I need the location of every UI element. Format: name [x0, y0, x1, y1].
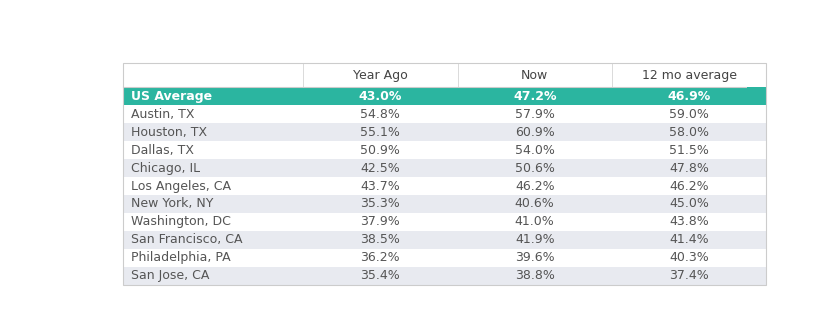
Text: Houston, TX: Houston, TX: [131, 126, 207, 139]
Text: 37.9%: 37.9%: [360, 215, 400, 228]
Bar: [123, 105, 766, 123]
Text: San Francisco, CA: San Francisco, CA: [131, 233, 242, 246]
Text: 35.4%: 35.4%: [360, 269, 400, 282]
Text: 46.9%: 46.9%: [667, 90, 710, 103]
Bar: [123, 213, 766, 231]
Text: 35.3%: 35.3%: [360, 197, 400, 211]
Text: Now: Now: [521, 69, 549, 82]
Text: Los Angeles, CA: Los Angeles, CA: [131, 180, 231, 193]
Text: Austin, TX: Austin, TX: [131, 108, 194, 121]
Text: Washington, DC: Washington, DC: [131, 215, 231, 228]
Text: New York, NY: New York, NY: [131, 197, 213, 211]
Text: Year Ago: Year Ago: [353, 69, 408, 82]
Text: 40.6%: 40.6%: [515, 197, 554, 211]
Text: 42.5%: 42.5%: [360, 162, 400, 174]
Text: 39.6%: 39.6%: [515, 251, 554, 264]
Text: 46.2%: 46.2%: [669, 180, 709, 193]
Text: 59.0%: 59.0%: [669, 108, 709, 121]
Bar: [123, 159, 766, 177]
Bar: [123, 249, 766, 267]
Text: 50.9%: 50.9%: [360, 144, 400, 157]
Text: 54.0%: 54.0%: [515, 144, 554, 157]
Bar: [123, 177, 766, 195]
Text: 40.3%: 40.3%: [669, 251, 709, 264]
Text: US Average: US Average: [131, 90, 212, 103]
Text: 47.2%: 47.2%: [513, 90, 556, 103]
Text: 50.6%: 50.6%: [515, 162, 554, 174]
Bar: [123, 231, 766, 249]
Text: 41.4%: 41.4%: [669, 233, 709, 246]
Text: 38.8%: 38.8%: [515, 269, 554, 282]
Text: San Jose, CA: San Jose, CA: [131, 269, 209, 282]
Text: 41.9%: 41.9%: [515, 233, 554, 246]
Text: 45.0%: 45.0%: [669, 197, 709, 211]
Text: 54.8%: 54.8%: [360, 108, 400, 121]
Text: 43.8%: 43.8%: [669, 215, 709, 228]
Text: 12 mo average: 12 mo average: [642, 69, 736, 82]
Text: Chicago, IL: Chicago, IL: [131, 162, 200, 174]
Text: 46.2%: 46.2%: [515, 180, 554, 193]
Text: 36.2%: 36.2%: [360, 251, 400, 264]
Text: 41.0%: 41.0%: [515, 215, 554, 228]
Text: 57.9%: 57.9%: [515, 108, 554, 121]
Bar: [123, 87, 766, 105]
Text: 37.4%: 37.4%: [669, 269, 709, 282]
Text: 38.5%: 38.5%: [360, 233, 400, 246]
Text: 51.5%: 51.5%: [669, 144, 709, 157]
Bar: [123, 141, 766, 159]
Text: 55.1%: 55.1%: [360, 126, 400, 139]
Text: 58.0%: 58.0%: [669, 126, 709, 139]
Text: Dallas, TX: Dallas, TX: [131, 144, 193, 157]
Text: 43.0%: 43.0%: [359, 90, 402, 103]
Text: Philadelphia, PA: Philadelphia, PA: [131, 251, 231, 264]
Text: 60.9%: 60.9%: [515, 126, 554, 139]
Bar: [123, 267, 766, 285]
Text: 47.8%: 47.8%: [669, 162, 709, 174]
Bar: [123, 123, 766, 141]
Text: 43.7%: 43.7%: [360, 180, 400, 193]
Bar: [123, 195, 766, 213]
